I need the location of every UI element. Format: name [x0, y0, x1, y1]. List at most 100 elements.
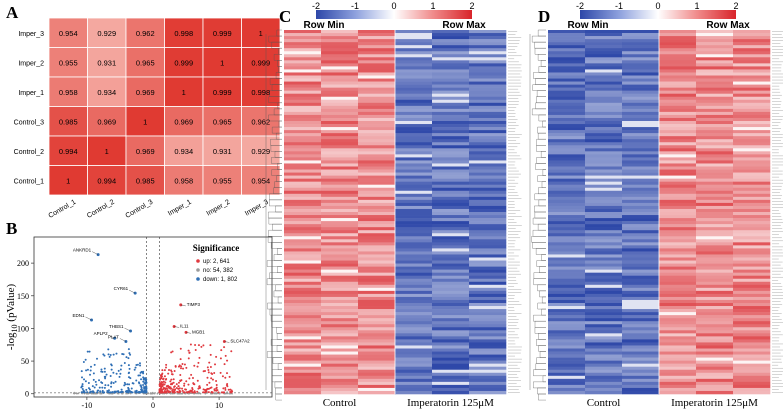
point-down — [122, 353, 125, 356]
heatmap-cell — [548, 363, 586, 367]
heatmap-cell — [358, 160, 396, 164]
heatmap-cell — [659, 111, 697, 116]
heatmap-cell — [659, 187, 697, 192]
point-down — [89, 373, 92, 376]
heatmap-cell — [733, 215, 771, 219]
heatmap-cell — [733, 33, 771, 37]
heatmap-cell — [733, 236, 771, 240]
point-down — [109, 375, 112, 378]
heatmap-cell — [696, 333, 734, 337]
heatmap-cell — [548, 90, 586, 94]
heatmap-cell — [622, 248, 660, 252]
heatmap-cell — [432, 239, 470, 243]
heatmap-cell — [696, 96, 734, 101]
heatmap-cell — [548, 169, 586, 173]
heatmap-cell — [284, 221, 322, 225]
heatmap-cell — [432, 387, 470, 392]
heatmap-cell — [622, 75, 660, 79]
heatmap-cell — [659, 93, 697, 98]
heatmap-cell — [733, 196, 771, 201]
heatmap-cell — [358, 87, 396, 91]
heatmap-cell — [696, 121, 734, 125]
heatmap-cell — [659, 33, 697, 37]
col-label: Imper_1 — [167, 199, 193, 218]
heatmap-cell — [548, 139, 586, 143]
point-up — [215, 387, 218, 390]
heatmap-cell — [548, 369, 586, 374]
heatmap-cell — [733, 45, 771, 49]
point-down — [103, 391, 106, 394]
heatmap-cell — [284, 293, 322, 298]
heatmap-cell — [321, 330, 359, 334]
point-up — [230, 389, 233, 392]
point-up — [207, 391, 210, 394]
heatmap-cell — [284, 84, 322, 88]
col-label: Imper_2 — [206, 199, 232, 218]
heatmap-cell — [585, 99, 623, 104]
cell-value: 0.934 — [97, 88, 116, 97]
cell-value: 0.958 — [174, 176, 193, 185]
heatmap-cell — [585, 218, 623, 222]
heatmap-cell — [548, 375, 586, 380]
cell-value: 0.999 — [213, 88, 232, 97]
heatmap-cell — [358, 296, 396, 301]
heatmap-cell — [432, 142, 470, 146]
heatmap-cell — [358, 193, 396, 198]
heatmap-cell — [622, 336, 660, 340]
heatmap-cell — [659, 169, 697, 173]
heatmap-cell — [395, 366, 433, 371]
cell-value: 0.954 — [251, 176, 270, 185]
point-down — [93, 363, 96, 366]
point-up — [186, 391, 189, 394]
heatmap-cell — [585, 242, 623, 246]
heatmap-cell — [321, 303, 359, 307]
heatmap-cell — [733, 345, 771, 349]
cell-value: 0.931 — [97, 58, 116, 67]
heatmap-cell — [432, 105, 470, 110]
heatmap-cell — [395, 145, 433, 149]
heatmap-cell — [622, 299, 660, 304]
heatmap-cell — [548, 257, 586, 261]
heatmap-cell — [321, 354, 359, 358]
heatmap-cell — [585, 148, 623, 152]
heatmap-cell — [321, 111, 359, 116]
heatmap-cell — [432, 108, 470, 113]
heatmap-cell — [432, 357, 470, 361]
point-no — [99, 392, 102, 395]
heatmap-cell — [321, 114, 359, 119]
heatmap-cell — [622, 72, 660, 76]
heatmap-cell — [548, 233, 586, 237]
heatmap-cell — [284, 36, 322, 40]
heatmap-cell — [585, 202, 623, 207]
heatmap-cell — [321, 90, 359, 94]
heatmap-cell — [432, 251, 470, 255]
heatmap-cell — [321, 78, 359, 82]
colorbar-tick-label: -2 — [576, 1, 584, 11]
heatmap-cell — [622, 363, 660, 367]
heatmap-cell — [696, 227, 734, 231]
heatmap-cell — [358, 381, 396, 386]
heatmap-cell — [432, 215, 470, 219]
heatmap-cell — [469, 33, 507, 37]
annotation-label: ANKRD1 — [73, 248, 92, 253]
heatmap-cell — [696, 130, 734, 134]
point-down — [81, 385, 84, 388]
heatmap-cell — [469, 90, 507, 94]
dendrogram-branch — [276, 175, 282, 182]
heatmap-cell — [622, 139, 660, 143]
annotation-leader — [92, 251, 99, 255]
heatmap-cell — [548, 354, 586, 358]
dendrogram-branch — [269, 78, 282, 85]
heatmap-cell — [321, 51, 359, 55]
heatmap-cell — [358, 48, 396, 52]
heatmap-cell — [585, 157, 623, 161]
point-up — [223, 346, 226, 349]
heatmap-cell — [432, 60, 470, 64]
heatmap-cell — [622, 272, 660, 276]
group-label-control: Control — [587, 397, 621, 409]
heatmap-cell — [358, 345, 396, 349]
cell-value: 0.954 — [59, 29, 78, 38]
heatmap-cell — [321, 142, 359, 146]
heatmap-cell — [585, 284, 623, 289]
heatmap-cell — [284, 381, 322, 386]
